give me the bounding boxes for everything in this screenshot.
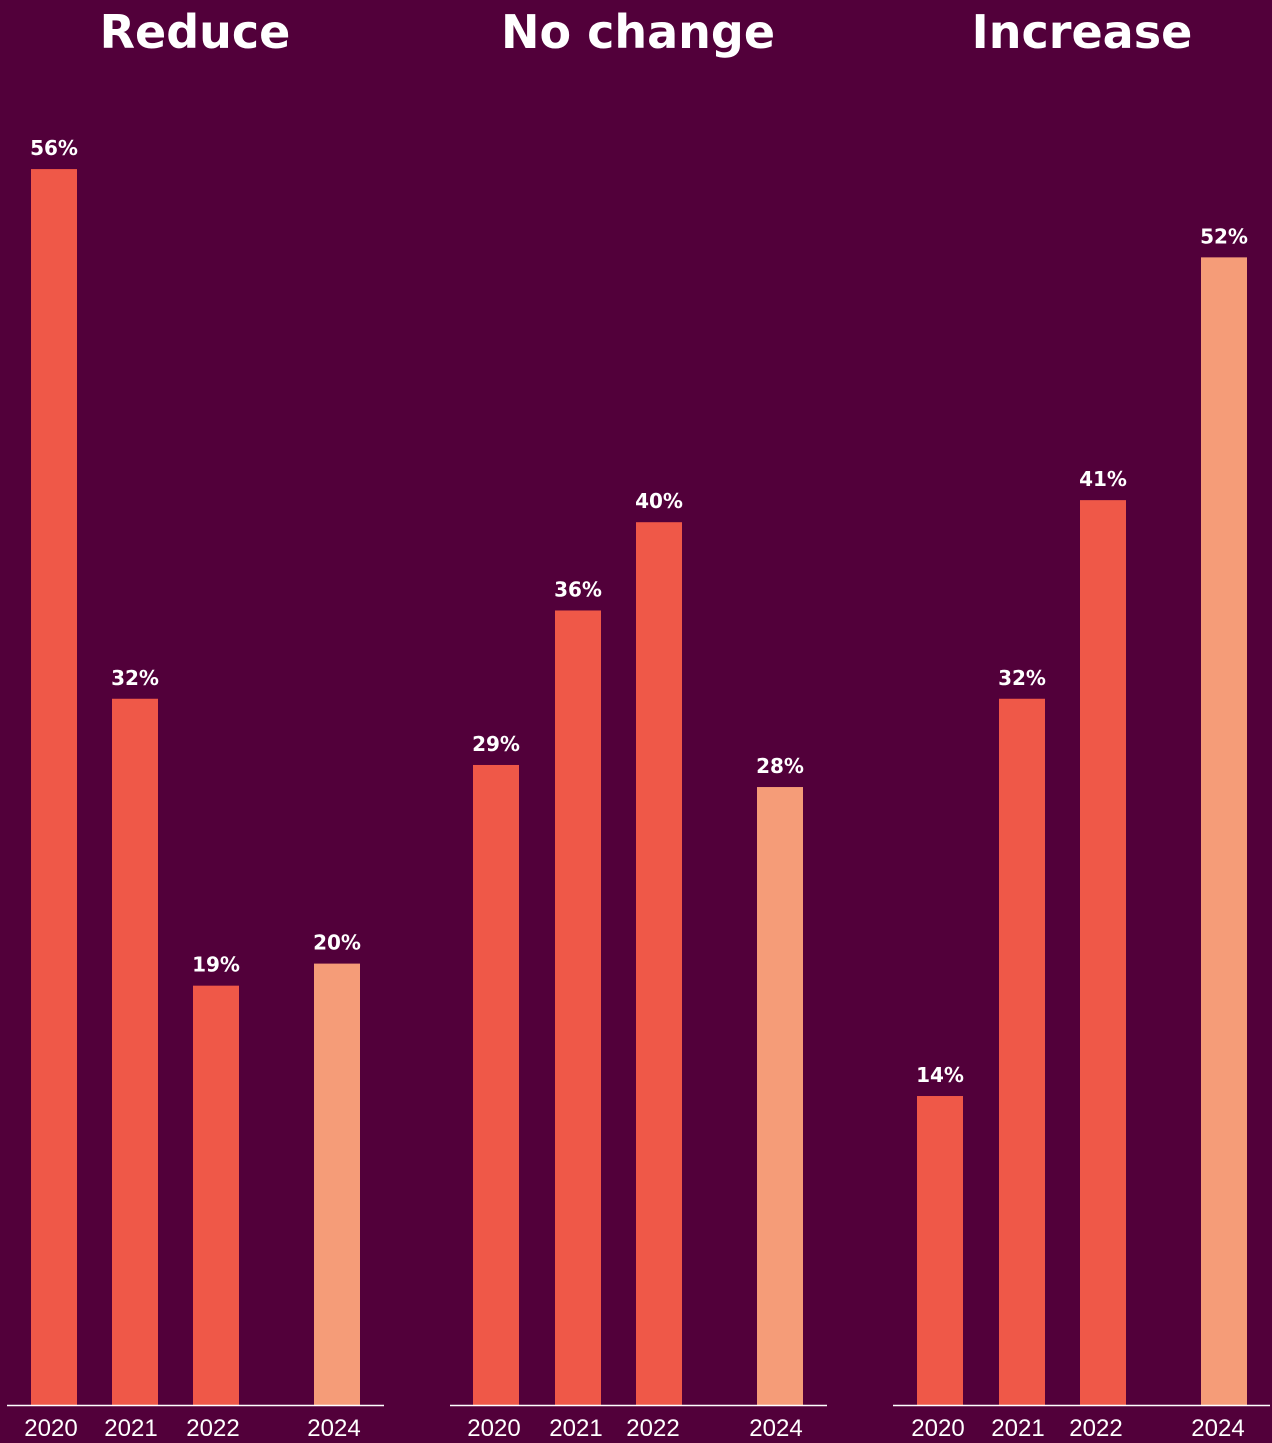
x-tick-label: 2024 [1191, 1415, 1244, 1442]
bar-2024 [1201, 257, 1247, 1405]
bar-2024 [314, 963, 360, 1405]
value-label: 32% [111, 666, 159, 690]
x-tick-label: 2020 [911, 1415, 964, 1442]
value-label: 41% [1079, 467, 1127, 491]
panel-title: Reduce [100, 5, 291, 59]
bar-2020 [31, 169, 77, 1406]
bar-2022 [636, 522, 682, 1405]
value-label: 52% [1200, 224, 1248, 248]
bar-2021 [112, 698, 158, 1405]
x-tick-label: 2020 [24, 1415, 77, 1442]
panel-title: No change [501, 5, 775, 59]
value-label: 32% [998, 666, 1046, 690]
bar-2021 [555, 610, 601, 1405]
x-tick-label: 2021 [549, 1415, 602, 1442]
value-label: 56% [30, 136, 78, 160]
x-tick-label: 2022 [626, 1415, 679, 1442]
panel-0: Reduce 56% 2020 32% 2021 19% 2022 20% 2024 [7, 5, 384, 1442]
x-tick-label: 2021 [991, 1415, 1044, 1442]
value-label: 19% [192, 953, 240, 977]
value-label: 28% [756, 754, 804, 778]
value-label: 29% [472, 732, 520, 756]
panel-title: Increase [972, 5, 1193, 59]
x-tick-label: 2022 [186, 1415, 239, 1442]
bar-2020 [473, 764, 519, 1405]
x-tick-label: 2021 [104, 1415, 157, 1442]
x-tick-label: 2024 [749, 1415, 802, 1442]
value-label: 20% [313, 931, 361, 955]
bar-2021 [999, 698, 1045, 1405]
value-label: 14% [916, 1063, 964, 1087]
value-label: 36% [554, 577, 602, 601]
bar-2020 [917, 1096, 963, 1405]
bar-2022 [1080, 500, 1126, 1405]
x-tick-label: 2020 [467, 1415, 520, 1442]
bar-2024 [757, 787, 803, 1405]
panel-1: No change 29% 2020 36% 2021 40% 2022 28% 2024 [450, 5, 827, 1442]
panel-2: Increase 14% 2020 32% 2021 41% 2022 52% 2024 [893, 5, 1270, 1442]
x-tick-label: 2024 [307, 1415, 360, 1442]
x-tick-label: 2022 [1069, 1415, 1122, 1442]
bar-2022 [193, 985, 239, 1405]
value-label: 40% [635, 489, 683, 513]
